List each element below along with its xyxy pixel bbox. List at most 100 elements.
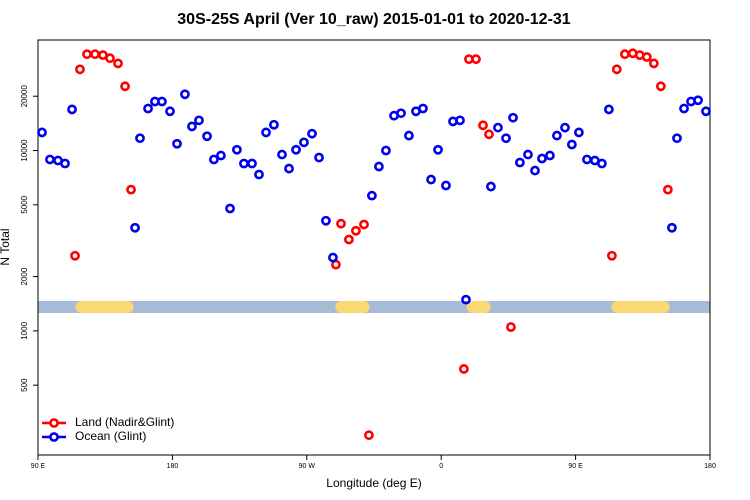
point xyxy=(514,157,525,168)
point xyxy=(418,103,428,114)
point xyxy=(37,127,47,138)
legend-marker xyxy=(49,432,59,442)
point xyxy=(433,144,443,155)
point xyxy=(247,158,257,169)
point xyxy=(261,127,271,138)
point xyxy=(641,52,652,62)
point xyxy=(426,174,436,185)
point xyxy=(461,294,471,305)
y-tick-label: 10000 xyxy=(20,139,29,162)
y-tick-label: 1000 xyxy=(20,321,29,339)
point xyxy=(404,130,414,141)
point xyxy=(126,184,136,195)
point xyxy=(225,203,235,214)
y-tick-label: 2000 xyxy=(20,267,29,285)
point xyxy=(359,219,369,230)
point xyxy=(120,81,130,92)
point xyxy=(501,133,511,144)
land-segment xyxy=(466,301,491,313)
point xyxy=(291,144,301,155)
x-tick-label: 90 W xyxy=(299,463,316,470)
point xyxy=(648,58,659,69)
legend-marker xyxy=(49,418,59,428)
point xyxy=(619,49,630,60)
chart-title: 30S-25S April (Ver 10_raw) 2015-01-01 to… xyxy=(177,11,571,28)
point xyxy=(566,139,577,150)
point xyxy=(679,103,689,114)
point xyxy=(284,163,294,174)
point xyxy=(239,158,249,169)
point xyxy=(573,127,584,138)
point xyxy=(209,154,219,165)
point xyxy=(552,130,562,141)
point xyxy=(328,252,338,263)
point xyxy=(486,181,496,192)
x-tick-label: 0 xyxy=(439,463,443,470)
point xyxy=(194,115,204,126)
point xyxy=(277,149,287,160)
point xyxy=(506,322,516,332)
point xyxy=(232,144,242,155)
land-segment xyxy=(335,301,370,313)
point xyxy=(441,180,451,191)
point xyxy=(611,64,622,75)
point xyxy=(254,169,264,180)
point xyxy=(604,104,614,115)
point xyxy=(508,112,518,123)
point xyxy=(493,122,503,133)
point xyxy=(606,250,617,261)
point xyxy=(396,108,406,119)
x-tick-label: 180 xyxy=(704,463,716,470)
point xyxy=(172,138,182,149)
point xyxy=(90,49,100,60)
point xyxy=(693,95,703,106)
point xyxy=(655,81,666,92)
land-segment xyxy=(75,301,134,313)
point xyxy=(45,154,55,165)
point xyxy=(484,129,494,140)
x-tick-label: 180 xyxy=(167,463,179,470)
point xyxy=(67,104,77,115)
point xyxy=(537,153,547,164)
point xyxy=(165,106,175,117)
point xyxy=(105,53,115,64)
point xyxy=(471,54,481,65)
y-tick-label: 20000 xyxy=(20,85,29,108)
point xyxy=(135,133,145,144)
ocean-band xyxy=(38,301,710,313)
point xyxy=(143,103,153,114)
point xyxy=(458,364,469,374)
point xyxy=(321,215,331,226)
point xyxy=(82,49,92,60)
point xyxy=(75,64,85,75)
point xyxy=(381,145,391,156)
point xyxy=(523,149,533,160)
point xyxy=(672,133,682,144)
point xyxy=(314,152,324,163)
point xyxy=(216,150,226,161)
point xyxy=(157,96,167,107)
point xyxy=(455,115,465,126)
point xyxy=(130,222,140,233)
y-axis-label: N Total xyxy=(0,228,12,265)
point xyxy=(596,158,607,169)
y-tick-label: 500 xyxy=(20,378,29,392)
point xyxy=(299,137,309,148)
point xyxy=(180,89,190,100)
point xyxy=(545,150,555,161)
point xyxy=(478,120,488,131)
point xyxy=(307,128,317,139)
point xyxy=(367,190,377,201)
point xyxy=(113,58,123,69)
point xyxy=(344,234,354,245)
point xyxy=(701,106,711,117)
x-tick-label: 90 E xyxy=(31,463,46,470)
point xyxy=(364,430,374,441)
point xyxy=(582,154,592,165)
plot-frame xyxy=(37,39,711,456)
point xyxy=(60,158,70,169)
point xyxy=(70,250,80,261)
y-tick-label: 5000 xyxy=(20,195,29,213)
point xyxy=(374,161,384,172)
